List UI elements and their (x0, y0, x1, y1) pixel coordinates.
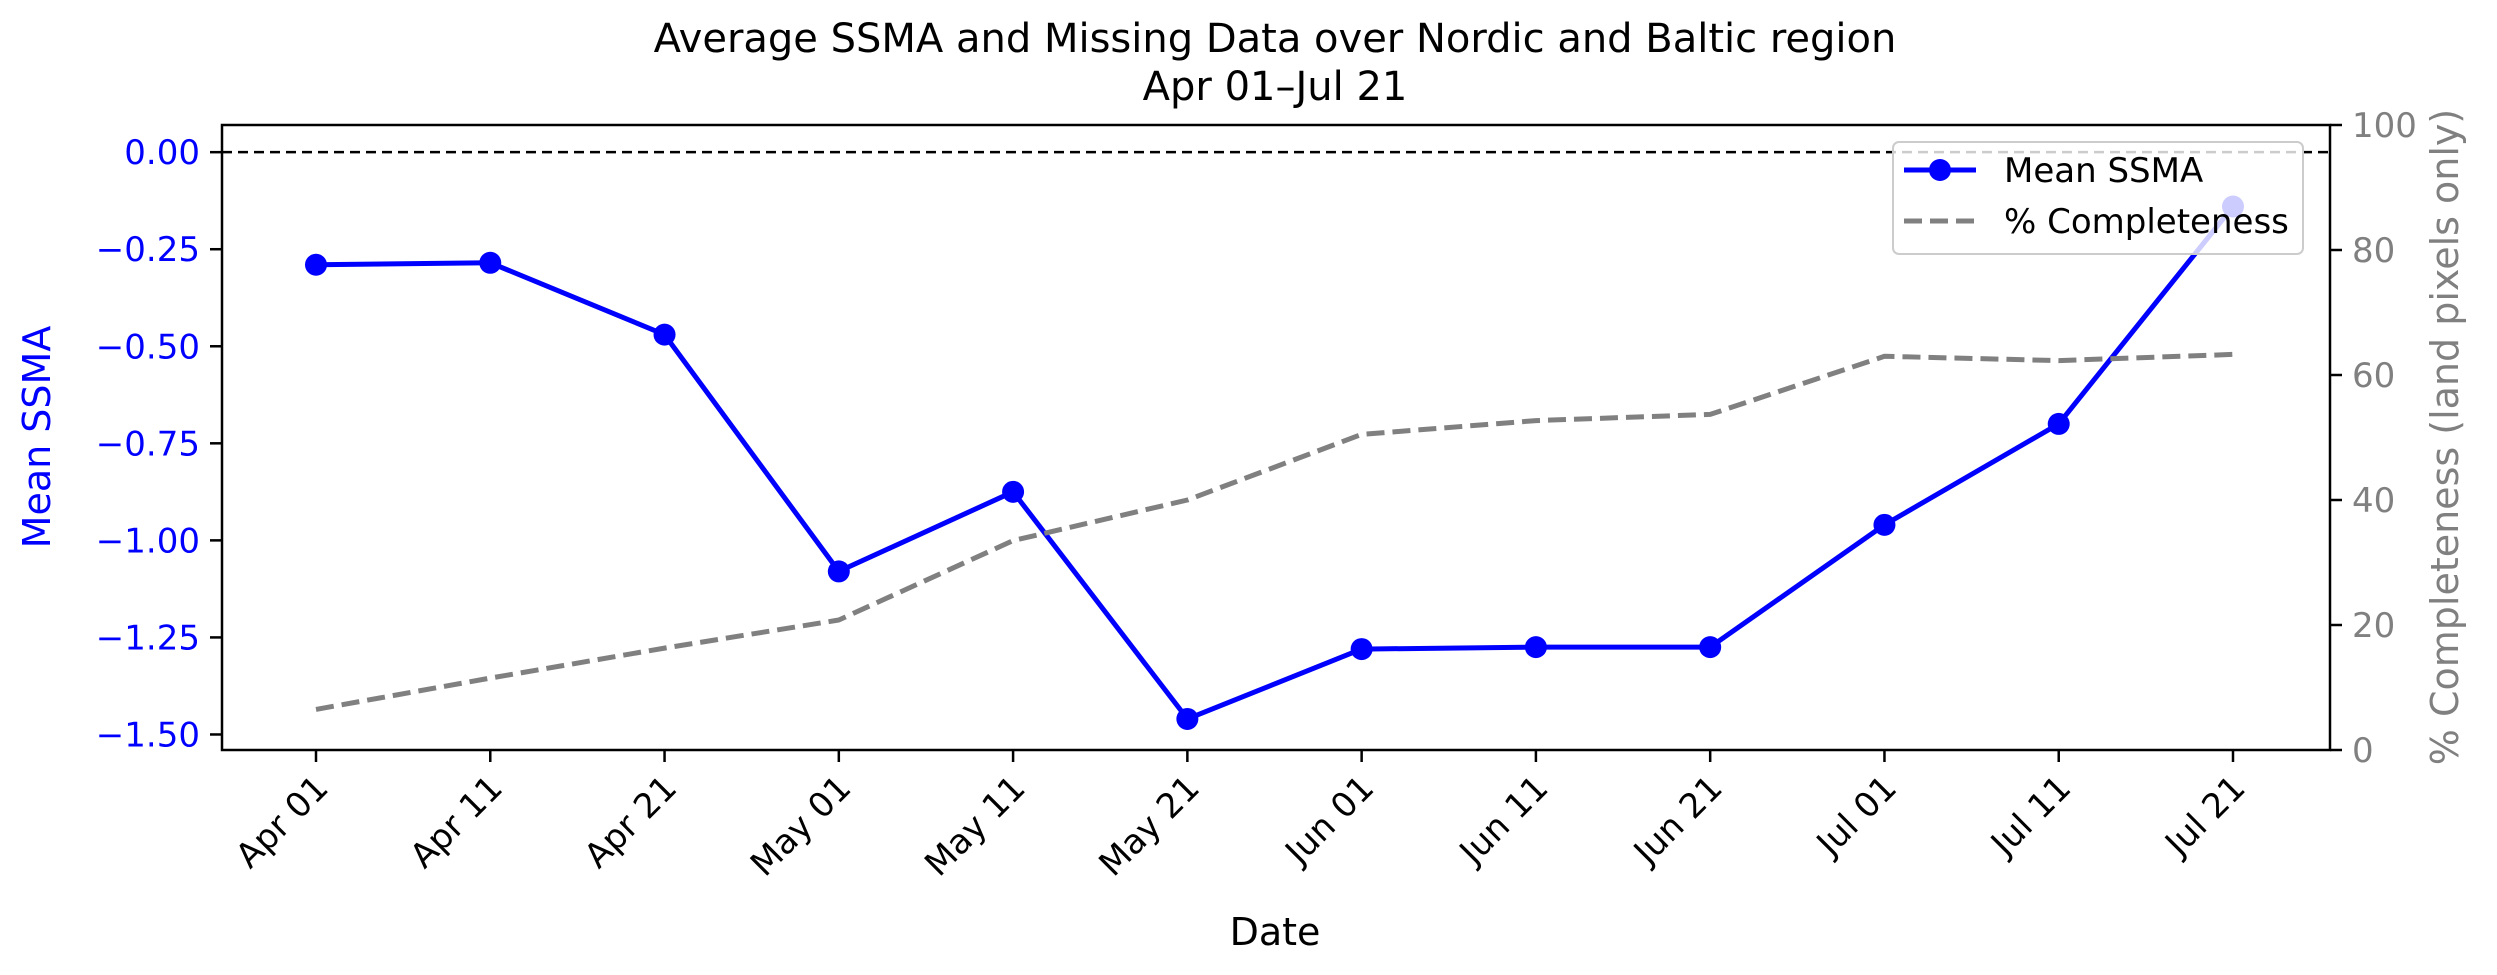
ssma-point (305, 253, 327, 276)
left-y-axis-label: Mean SSMA (15, 326, 59, 549)
chart-subtitle: Apr 01–Jul 21 (1143, 64, 1408, 110)
chart-title: Average SSMA and Missing Data over Nordi… (654, 16, 1897, 62)
left-y-tick-label: −1.50 (96, 715, 200, 755)
ssma-point (827, 560, 850, 583)
right-y-tick-label: 100 (2352, 106, 2417, 146)
x-axis-label: Date (1230, 910, 1321, 954)
ssma-point (1873, 513, 1896, 536)
right-y-tick-label: 0 (2352, 731, 2374, 771)
left-y-tick-label: −1.25 (96, 618, 200, 658)
ssma-point (1524, 636, 1547, 659)
ssma-point (1699, 636, 1722, 659)
left-y-tick-label: −0.75 (96, 424, 200, 464)
ssma-point (1176, 707, 1199, 730)
right-y-tick-label: 20 (2352, 606, 2395, 646)
right-y-axis-label: % Completeness (land pixels only) (2423, 109, 2467, 765)
left-y-tick-label: −0.25 (96, 230, 200, 270)
right-y-tick-label: 80 (2352, 231, 2395, 271)
plot-frame (220, 123, 2332, 752)
left-y-tick-label: −0.50 (96, 327, 200, 367)
right-y-tick-label: 60 (2352, 356, 2395, 396)
legend-label-completeness: % Completeness (2004, 202, 2289, 242)
legend: Mean SSMA % Completeness (1892, 141, 2304, 255)
right-y-axis: 0 20 40 60 80 100 (2330, 106, 2417, 771)
ssma-point (2047, 412, 2070, 435)
left-y-tick-label: 0.00 (124, 133, 200, 173)
legend-box (1892, 141, 2304, 255)
right-y-tick-label: 40 (2352, 481, 2395, 521)
completeness-line (315, 351, 2234, 712)
legend-marker-ssma (1929, 159, 1951, 181)
left-y-axis: 0.00 −0.25 −0.50 −0.75 −1.00 −1.25 −1.50 (96, 133, 222, 755)
ssma-point (1350, 638, 1373, 661)
ssma-point (479, 251, 502, 274)
left-y-tick-label: −1.00 (96, 521, 200, 561)
ssma-point (1002, 480, 1025, 503)
ssma-point (653, 323, 676, 346)
legend-label-ssma: Mean SSMA (2004, 151, 2203, 191)
ssma-line (315, 204, 2235, 722)
